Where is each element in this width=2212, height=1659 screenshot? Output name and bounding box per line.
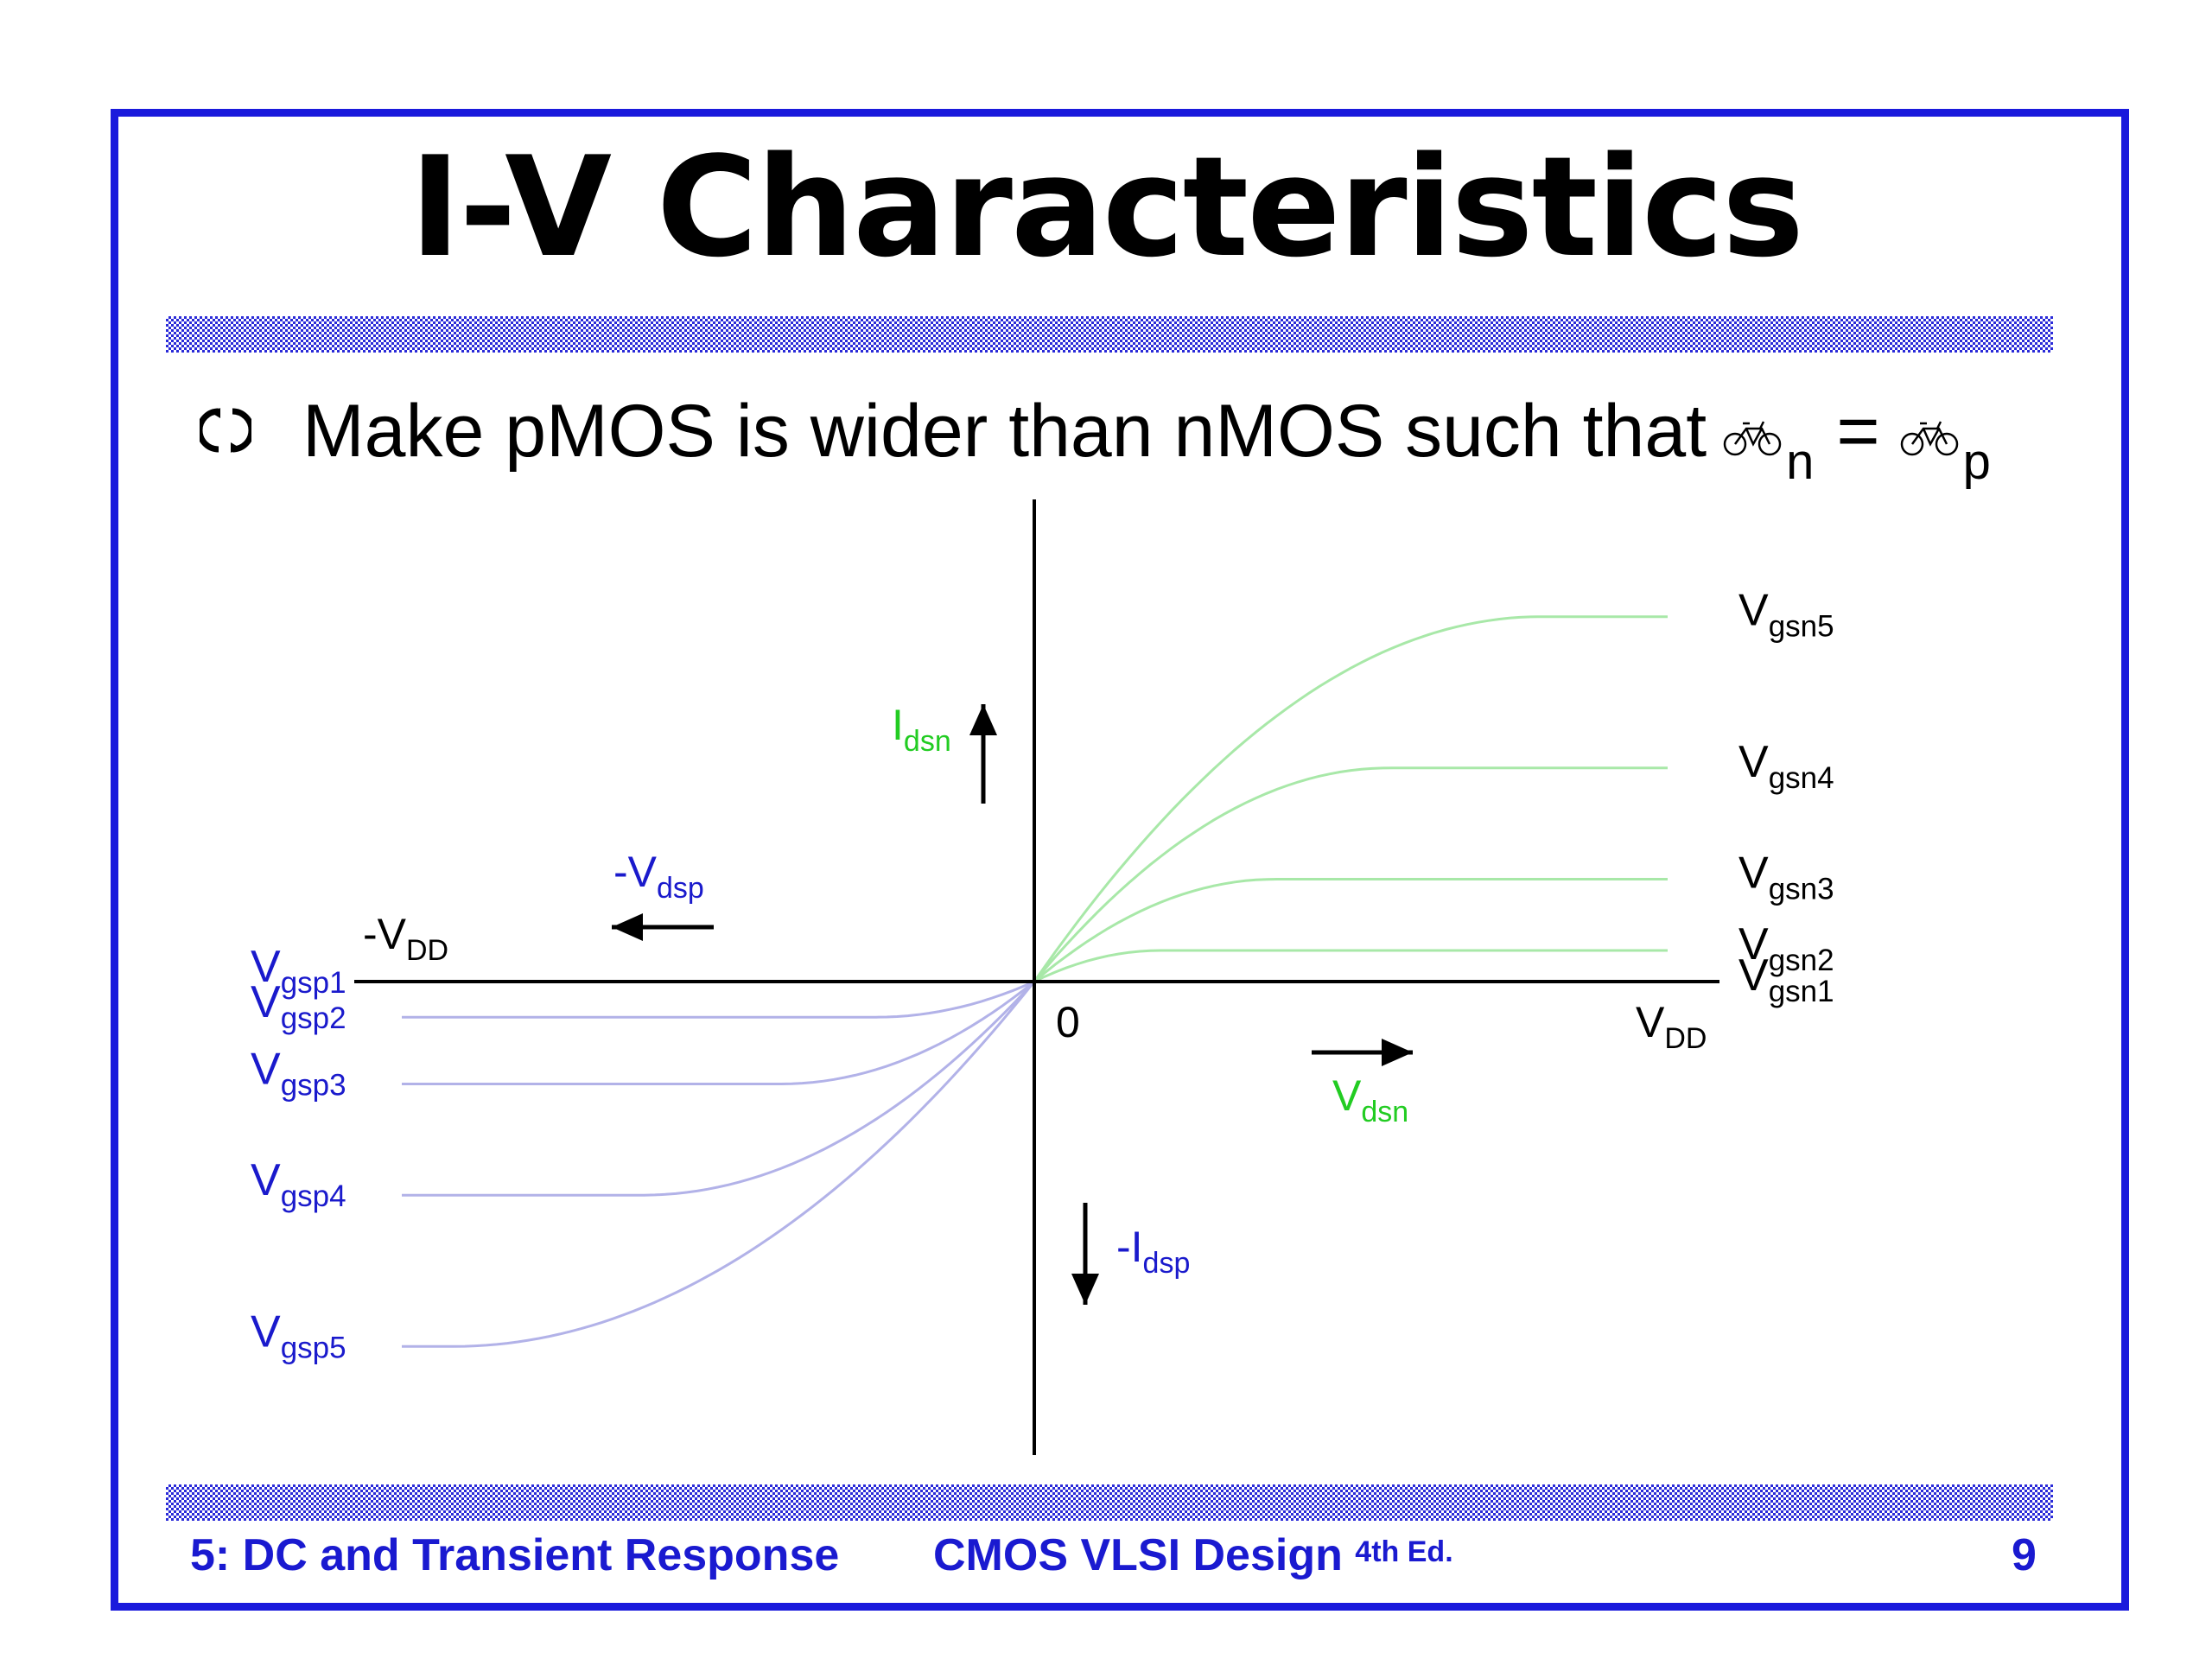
bullet-text: Make pMOS is wider than nMOS such that [302,390,1707,473]
idsp-axis-label: -Idsp [1116,1223,1190,1280]
bullet-text-line: Make pMOS is wider than nMOS such that n =… [302,387,1991,490]
nmos-curve-5 [1033,615,1668,982]
pmos-curve-label-2: Vgsp2 [251,977,346,1035]
footer-course-title: CMOS VLSI Design [933,1530,1343,1580]
equals-sign: = [1836,390,1880,473]
vdsp-axis-label: -Vdsp [613,848,704,905]
nmos-curve-2 [1033,949,1668,983]
neg-vdd-tick-label: -VDD [363,910,448,967]
vdsn-axis-label: Vdsn [1332,1071,1408,1128]
nmos-curve-3 [1033,878,1668,983]
pmos-curve-label-5: Vgsp5 [251,1306,346,1364]
pmos-curve-5 [402,981,1036,1348]
footer-chapter: 5: DC and Transient Response [190,1530,840,1580]
pmos-curve-label-1: Vgsp1 [251,942,346,1000]
footer-course: CMOS VLSI Design 4th Ed. [933,1529,1453,1581]
origin-tick-label: 0 [1056,998,1080,1046]
idsn-axis-label: Idsn [892,701,951,758]
pmos-curve-4 [402,980,1036,1197]
bullet-cycle-icon [200,408,251,453]
mu-subscript-p: p [1962,434,1991,490]
mu-subscript-n: n [1786,434,1815,490]
nmos-curve-label-3: Vgsn3 [1738,849,1834,906]
footer-edition: 4th Ed. [1355,1535,1453,1568]
vdd-tick-label: VDD [1636,998,1707,1055]
pmos-curve-label-3: Vgsp3 [251,1044,346,1102]
slide-title: I-V Characteristics [409,126,1804,288]
vdsn-right-arrow [1312,1039,1413,1066]
idsp-down-arrow [1071,1203,1099,1305]
footer-page-number: 9 [2012,1530,2037,1580]
vdsp-left-arrow [612,913,714,941]
bullet-point: Make pMOS is wider than nMOS such that n =… [194,380,2095,490]
idsn-up-arrow [969,704,997,804]
slide-frame [111,109,2129,1611]
pmos-curve-3 [402,980,1035,1085]
bottom-divider [166,1484,2053,1521]
bicycle-icon [1900,421,1958,456]
nmos-curve-label-1: Vgsn1 [1738,950,1834,1008]
nmos-curve-4 [1033,766,1668,982]
bicycle-icon [1723,421,1782,456]
pmos-curve-label-4: Vgsp4 [251,1155,346,1213]
nmos-curve-label-5: Vgsn5 [1738,586,1834,644]
nmos-curve-label-2: Vgsn2 [1738,919,1834,977]
nmos-curve-label-4: Vgsn4 [1738,737,1834,795]
pmos-curve-2 [402,980,1035,1019]
top-divider [166,316,2053,353]
